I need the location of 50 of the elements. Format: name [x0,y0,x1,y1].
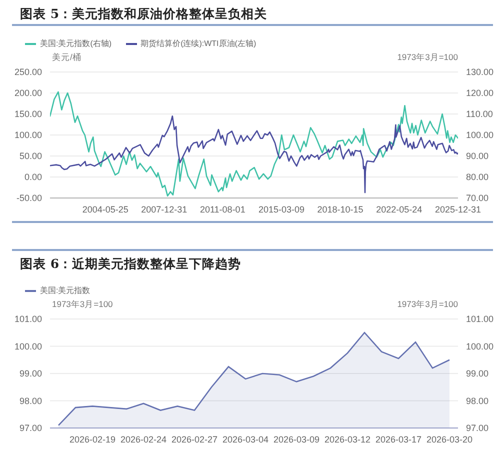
line-series [50,115,458,194]
x-tick-label: 2026-03-20 [426,434,473,444]
y2-tick-label: 98.00 [466,396,489,406]
y2-tick-label: 70.00 [466,193,489,204]
legend-label: 美国:美元指数(右轴) [40,39,112,49]
y2-tick-label: 130.00 [466,67,494,78]
x-tick-label: 2026-03-09 [273,434,320,444]
legend-label: 美国:美元指数 [40,286,90,296]
line-series [50,91,458,197]
y-tick-label: 101.00 [14,314,42,324]
y-axis-title: 美元/桶 [52,52,82,62]
chart-title: 图表 5：美元指数和原油价格整体呈负相关 [20,6,268,21]
y2-tick-label: 90.00 [466,151,489,162]
y2-tick-label: 110.00 [466,109,493,120]
x-tick-label: 2026-03-12 [324,434,371,444]
legend-label: 期货结算价(连续):WTI原油(左轴) [140,39,256,49]
y2-tick-label: 100.00 [466,130,494,140]
y-tick-label: 100.00 [14,341,42,352]
y-tick-label: 150.00 [14,109,42,120]
y-tick-label: -50.00 [16,193,42,204]
x-tick-label: 2004-05-25 [82,204,128,214]
y2-tick-label: 120.00 [466,88,494,98]
x-tick-label: 2022-05-24 [376,204,422,214]
y-tick-label: 99.00 [19,368,42,379]
y2-tick-label: 80.00 [466,172,489,182]
x-tick-label: 2026-03-17 [375,434,422,444]
x-tick-label: 2026-02-24 [120,434,167,444]
y2-tick-label: 97.00 [466,423,489,434]
x-tick-label: 2011-08-01 [200,204,246,214]
x-tick-label: 2026-02-27 [171,434,218,444]
y2-tick-label: 99.00 [466,368,489,379]
x-tick-label: 2018-10-15 [317,204,364,214]
y-tick-label: 98.00 [19,396,42,406]
y2-axis-title: 1973年3月=100 [397,52,458,62]
x-tick-label: 2015-03-09 [258,204,304,214]
x-tick-label: 2025-12-31 [434,204,482,214]
y2-axis-title: 1973年3月=100 [397,299,458,309]
y-tick-label: 50.00 [19,151,42,162]
chart-title: 图表 6：近期美元指数整体呈下降趋势 [20,256,242,271]
y-tick-label: 97.00 [19,423,42,434]
y-tick-label: 250.00 [14,67,42,78]
x-tick-label: 2026-03-04 [222,434,269,444]
y-axis-title: 1973年3月=100 [52,299,113,309]
y-tick-label: 200.00 [14,88,42,98]
y-tick-label: 100.00 [14,130,42,140]
y-tick-label: 0.00 [24,172,42,182]
y2-tick-label: 100.00 [466,341,494,352]
x-tick-label: 2026-02-19 [69,434,116,444]
y2-tick-label: 101.00 [466,314,494,324]
x-tick-label: 2007-12-31 [141,204,188,214]
